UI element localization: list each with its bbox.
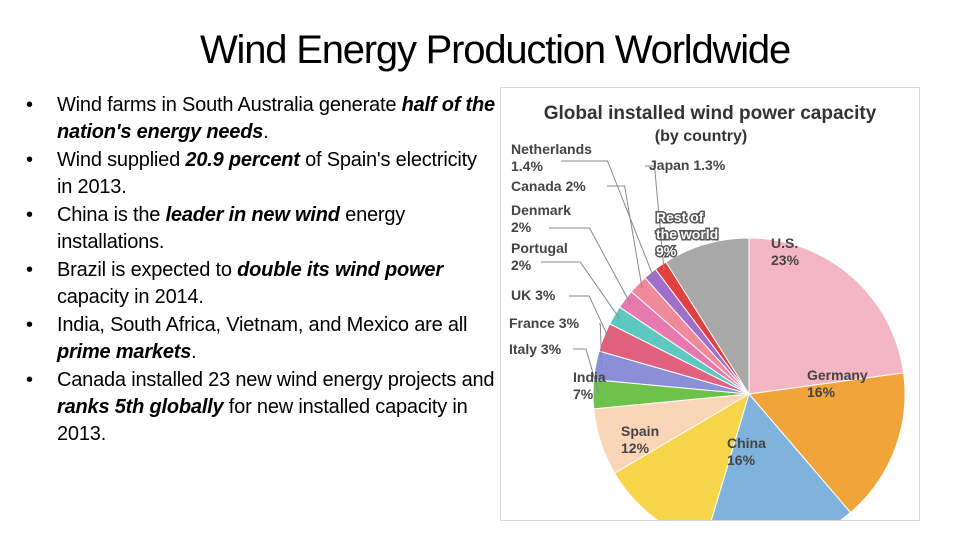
slice-label-line: 9%	[656, 243, 677, 259]
pie-slice	[710, 392, 852, 520]
slice-label-line: 16%	[807, 384, 836, 400]
bullet-emphasis: ranks 5th globally	[57, 396, 224, 418]
bullet-emphasis: leader in new wind	[165, 204, 340, 226]
bullet-text: Wind supplied	[57, 149, 186, 171]
bullet-text: Brazil is expected to	[57, 259, 238, 281]
chart-title: Global installed wind power capacity	[544, 103, 877, 124]
bullet-text: Canada installed 23 new wind energy proj…	[57, 369, 495, 391]
slice-label: Canada 2%	[511, 178, 586, 194]
bullet-dot-icon: •	[26, 204, 33, 226]
bullet-item: • Canada installed 23 new wind energy pro…	[26, 367, 496, 448]
slice-label-line: 23%	[771, 252, 800, 268]
wind-capacity-chart: Global installed wind power capacity (by…	[500, 87, 920, 521]
slice-label: Rest of the world 9%	[656, 209, 718, 259]
leader-line	[645, 165, 665, 271]
slice-label: U.S. 23%	[771, 235, 800, 268]
leader-line	[561, 160, 655, 279]
slice-label: UK 3%	[511, 287, 556, 303]
slice-label-line: France 3%	[509, 315, 580, 331]
slice-label-line: Portugal	[511, 240, 568, 256]
bullet-dot-icon: •	[26, 369, 33, 391]
bullet-dot-icon: •	[26, 149, 33, 171]
bullet-text: .	[191, 341, 197, 363]
bullet-item: • Wind farms in South Australia generate …	[26, 92, 496, 146]
pie-slice	[748, 372, 906, 514]
slice-label-line: China	[727, 435, 766, 451]
pie-slice	[665, 237, 750, 396]
slice-label-line: 12%	[621, 440, 650, 456]
slice-label-line: Spain	[621, 423, 659, 439]
pie-chart-svg: Global installed wind power capacity (by…	[509, 103, 906, 520]
bullet-emphasis: 20.9 percent	[185, 149, 300, 171]
leader-line	[549, 227, 631, 304]
bullet-list: • Wind farms in South Australia generate …	[26, 92, 496, 449]
slice-label-line: Denmark	[511, 202, 571, 218]
leader-line	[607, 185, 643, 289]
bullet-dot-icon: •	[26, 259, 33, 281]
slice-label-line: Rest of	[656, 209, 704, 225]
bullet-text: Wind farms in South Australia generate	[57, 94, 402, 116]
slice-label-line: the world	[656, 226, 718, 242]
bullet-emphasis: half of the nation's energy needs	[57, 94, 495, 143]
slice-label-line: 2%	[511, 219, 532, 235]
slice-label: Spain 12%	[621, 423, 659, 456]
bullet-emphasis: double its wind power	[237, 259, 443, 281]
bullet-item: • Brazil is expected to double its wind p…	[26, 257, 496, 311]
slice-label-line: 2%	[511, 257, 532, 273]
slice-label: France 3%	[509, 315, 580, 331]
slice-label: China 16%	[727, 435, 766, 468]
bullet-dot-icon: •	[26, 94, 33, 116]
slice-label: Japan 1.3%	[649, 157, 726, 173]
bullet-text: China is the	[57, 204, 166, 226]
slice-label: Germany 16%	[807, 367, 868, 400]
leader-line	[541, 261, 620, 319]
leader-line	[573, 348, 600, 395]
bullet-item: • Wind supplied 20.9 percent of Spain's e…	[26, 147, 496, 201]
slice-label-line: Canada 2%	[511, 178, 586, 194]
bullet-emphasis: prime markets	[57, 341, 192, 363]
bullet-text: India, South Africa, Vietnam, and Mexico…	[57, 314, 468, 336]
bullet-text: .	[263, 121, 269, 143]
slice-label-line: Japan 1.3%	[649, 157, 726, 173]
bullet-item: • China is the leader in new wind energy …	[26, 202, 496, 256]
slice-label: Denmark 2%	[511, 202, 571, 235]
leader-line	[599, 323, 603, 367]
slice-label-line: Italy 3%	[509, 341, 562, 357]
slice-label-line: 16%	[727, 452, 756, 468]
bullet-text: of Spain's electricity in 2013.	[57, 149, 477, 198]
slice-label-line: 1.4%	[511, 158, 543, 174]
slice-label: Portugal 2%	[511, 240, 568, 273]
slice-label-line: U.S.	[771, 235, 798, 251]
slice-label-line: Netherlands	[511, 141, 592, 157]
slide-title: Wind Energy Production Worldwide	[199, 28, 791, 72]
slice-label-line: India	[573, 369, 606, 385]
slice-label: Italy 3%	[509, 341, 562, 357]
slice-label-line: UK 3%	[511, 287, 556, 303]
leader-line	[569, 295, 610, 340]
bullet-text: capacity in 2014.	[57, 286, 204, 308]
pie-slice	[613, 392, 750, 520]
bullet-item: • India, South Africa, Vietnam, and Mexic…	[26, 312, 496, 366]
chart-subtitle: (by country)	[655, 128, 747, 145]
bullet-dot-icon: •	[26, 314, 33, 336]
bullet-text: energy installations.	[57, 204, 406, 253]
slice-label-line: Germany	[807, 367, 868, 383]
pie-slice	[748, 237, 905, 395]
bullet-text: for new installed capacity in 2013.	[57, 396, 468, 445]
slice-label-line: 7%	[573, 386, 594, 402]
slice-label: Netherlands 1.4%	[511, 141, 592, 174]
slice-label: India 7%	[573, 369, 606, 402]
